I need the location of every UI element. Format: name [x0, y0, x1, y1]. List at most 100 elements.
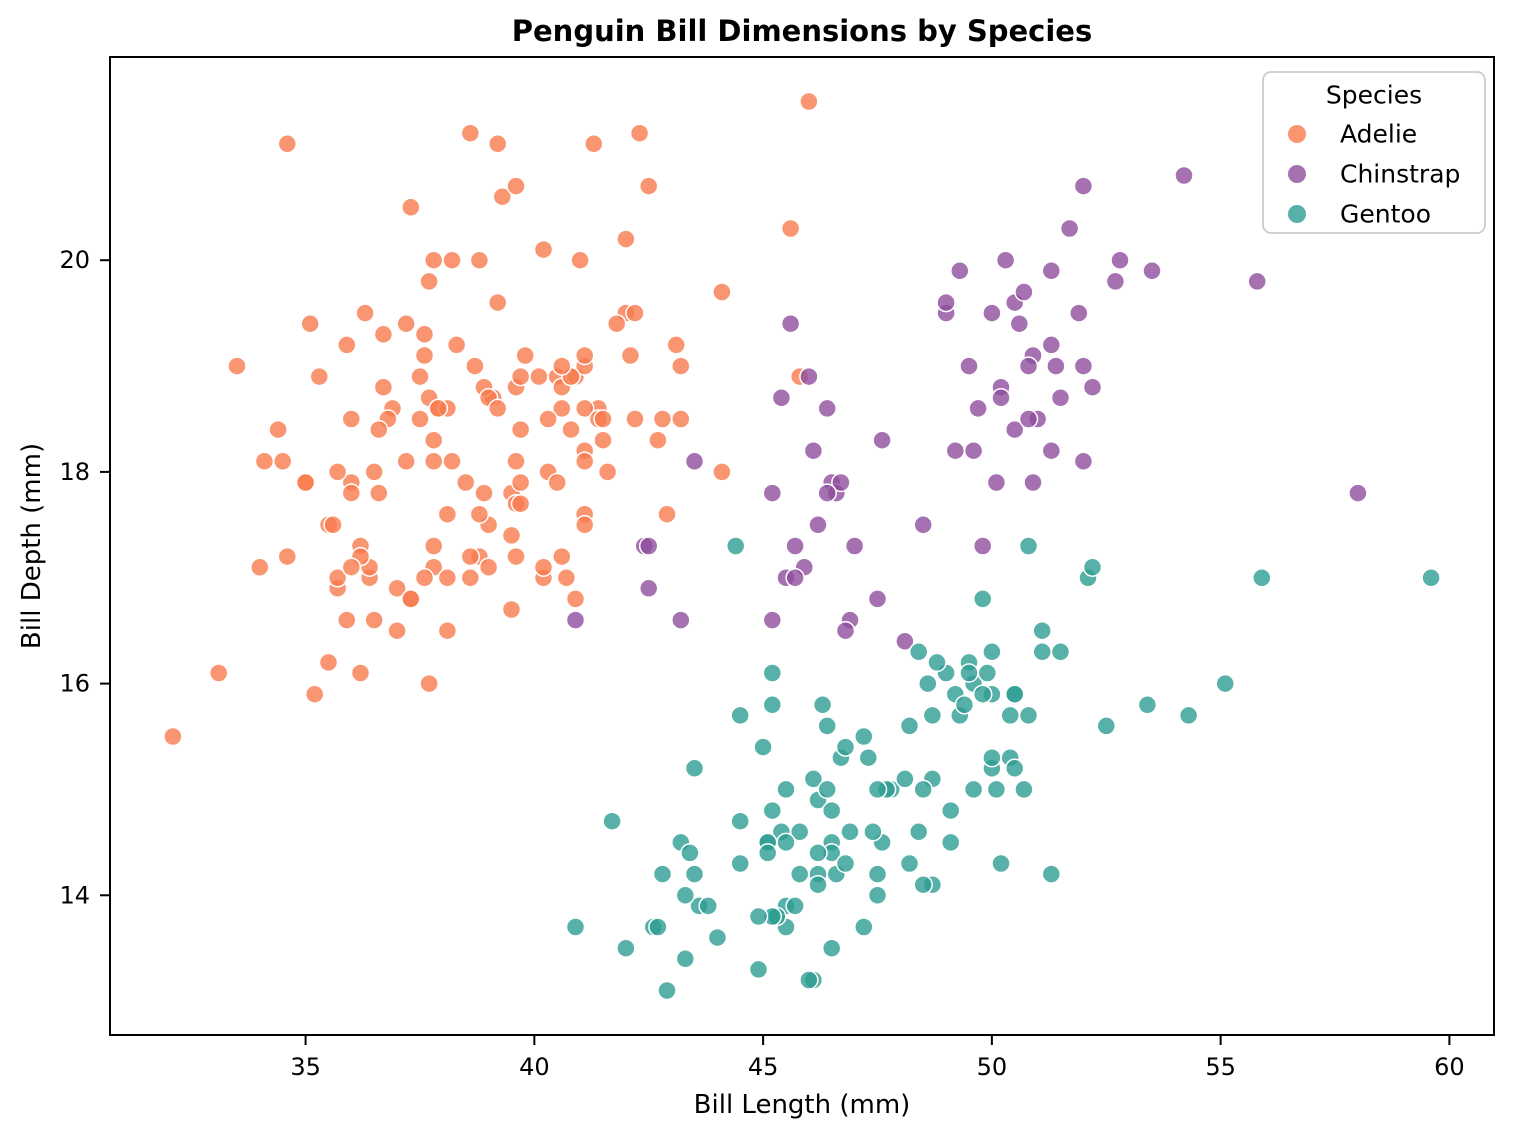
data-point-adelie: [556, 568, 577, 588]
data-point-gentoo: [918, 673, 938, 694]
data-point-chinstrap: [1041, 261, 1062, 281]
y-tick-label: 14: [59, 881, 90, 909]
data-point-chinstrap: [817, 398, 837, 419]
data-point-gentoo: [1018, 536, 1039, 556]
data-point-chinstrap: [1009, 313, 1030, 334]
legend-marker-adelie-icon: [1288, 125, 1306, 143]
data-point-adelie: [437, 568, 458, 588]
data-point-chinstrap: [780, 313, 801, 334]
data-point-chinstrap: [1004, 419, 1025, 440]
data-point-adelie: [250, 557, 270, 577]
x-axis-label: Bill Length (mm): [694, 1090, 911, 1120]
data-point-gentoo: [748, 906, 769, 927]
data-point-gentoo: [675, 949, 696, 969]
legend-box: [1262, 71, 1486, 234]
data-point-gentoo: [1137, 695, 1158, 715]
data-point-adelie: [227, 356, 247, 376]
data-point-adelie: [465, 356, 485, 376]
data-point-adelie: [460, 123, 481, 143]
x-tick-label: 50: [977, 1053, 1008, 1081]
data-point-adelie: [373, 377, 394, 397]
data-point-chinstrap: [817, 483, 837, 503]
data-point-gentoo: [776, 779, 796, 800]
data-point-adelie: [506, 546, 526, 567]
data-point-gentoo: [1421, 568, 1441, 588]
data-point-adelie: [469, 504, 490, 524]
data-point-gentoo: [821, 938, 842, 958]
points-layer: [163, 91, 1441, 1001]
data-point-gentoo: [986, 779, 1007, 800]
data-point-adelie: [533, 239, 554, 260]
data-point-gentoo: [1018, 705, 1039, 726]
data-point-adelie: [364, 610, 384, 630]
data-point-gentoo: [817, 779, 837, 800]
data-point-gentoo: [982, 747, 1002, 768]
data-point-gentoo: [762, 800, 783, 821]
data-point-adelie: [506, 176, 526, 196]
data-point-adelie: [277, 546, 298, 567]
data-point-adelie: [574, 451, 595, 472]
data-point-adelie: [469, 250, 490, 270]
data-point-adelie: [574, 398, 595, 419]
data-point-adelie: [327, 462, 348, 482]
data-point-gentoo: [1014, 779, 1034, 800]
data-point-adelie: [423, 536, 444, 556]
data-point-gentoo: [959, 663, 979, 683]
data-point-chinstrap: [762, 483, 783, 503]
data-point-gentoo: [652, 864, 673, 884]
data-point-gentoo: [1252, 568, 1272, 588]
data-point-adelie: [584, 134, 604, 154]
data-point-gentoo: [840, 822, 860, 842]
data-point-gentoo: [808, 843, 828, 863]
data-point-gentoo: [1004, 684, 1025, 704]
data-point-chinstrap: [982, 303, 1002, 323]
data-point-adelie: [254, 451, 275, 472]
legend-label-adelie: Adelie: [1340, 120, 1417, 149]
y-tick-label: 20: [59, 246, 90, 274]
data-point-chinstrap: [867, 589, 888, 609]
data-point-chinstrap: [1023, 472, 1043, 493]
data-point-adelie: [606, 313, 627, 334]
data-point-gentoo: [899, 853, 920, 874]
x-tick-label: 45: [748, 1053, 779, 1081]
data-point-chinstrap: [986, 472, 1007, 493]
data-point-adelie: [552, 546, 572, 567]
data-point-adelie: [341, 409, 362, 429]
data-point-chinstrap: [968, 398, 988, 419]
data-point-adelie: [387, 578, 407, 599]
ticks-layer: 35 40 45 50 55 60 14 16 18 20: [59, 246, 1464, 1081]
data-point-adelie: [712, 462, 732, 482]
data-point-chinstrap: [959, 356, 979, 376]
data-point-adelie: [574, 345, 595, 366]
data-point-chinstrap: [895, 631, 915, 652]
data-point-gentoo: [753, 737, 773, 757]
data-point-chinstrap: [785, 536, 805, 556]
data-point-gentoo: [1004, 758, 1025, 779]
data-point-chinstrap: [799, 366, 819, 387]
data-point-gentoo: [1082, 557, 1103, 577]
data-point-adelie: [487, 398, 508, 419]
data-point-adelie: [337, 610, 357, 630]
data-point-adelie: [364, 462, 384, 482]
data-point-gentoo: [835, 853, 856, 874]
data-point-adelie: [442, 451, 462, 472]
data-point-adelie: [277, 134, 298, 154]
data-point-adelie: [510, 493, 531, 514]
data-point-adelie: [529, 366, 549, 387]
data-point-adelie: [437, 504, 458, 524]
data-point-gentoo: [908, 822, 929, 842]
legend: Species Adelie Chinstrap Gentoo: [1262, 71, 1486, 234]
data-point-gentoo: [762, 695, 783, 715]
data-point-chinstrap: [1041, 335, 1062, 355]
data-point-gentoo: [1032, 642, 1052, 662]
data-point-adelie: [487, 134, 508, 154]
data-point-adelie: [652, 409, 673, 429]
data-point-gentoo: [748, 959, 769, 980]
data-point-chinstrap: [844, 536, 865, 556]
data-point-adelie: [780, 218, 801, 239]
data-point-gentoo: [972, 684, 993, 704]
data-point-gentoo: [913, 779, 933, 800]
data-point-adelie: [510, 366, 531, 387]
data-point-chinstrap: [1069, 303, 1089, 323]
